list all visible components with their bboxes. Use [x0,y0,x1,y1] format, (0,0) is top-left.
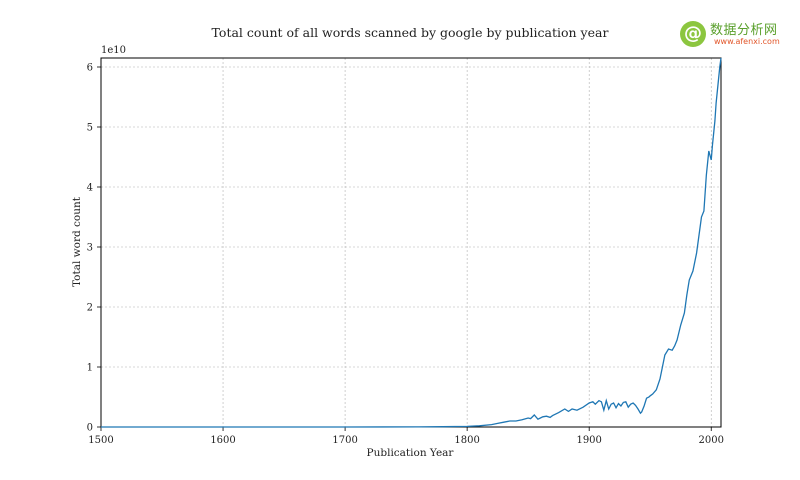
plot-frame [100,57,722,428]
axis-ticks: 1500 1600 1700 1800 1900 2000 0 1 2 3 4 5 6 [87,63,724,447]
x-tick-label: 1500 [88,435,113,446]
y-tick-label: 6 [87,63,93,74]
y-axis-label: Total word count [71,196,83,287]
y-tick-label: 5 [87,123,93,134]
chart-title: Total count of all words scanned by goog… [212,25,609,40]
series-line-total-word-count [101,57,722,428]
x-tick-label: 1600 [210,435,235,446]
y-tick-label: 1 [87,363,93,374]
y-tick-label: 2 [87,303,93,314]
x-axis-label: Publication Year [367,447,455,459]
x-tick-label: 2000 [699,435,724,446]
y-tick-label: 0 [87,423,93,434]
y-tick-label: 4 [87,183,93,194]
watermark-name: 数据分析网 [710,23,778,38]
x-tick-label: 1700 [332,435,357,446]
y-tick-label: 3 [87,243,93,254]
watermark: @ 数据分析网 www.afenxi.com [680,18,792,52]
watermark-url: www.afenxi.com [714,37,780,46]
x-tick-label: 1800 [454,435,479,446]
watermark-logo-icon: @ [680,21,706,47]
x-tick-label: 1900 [576,435,601,446]
y-offset-text: 1e10 [101,45,126,56]
grid [100,58,721,428]
